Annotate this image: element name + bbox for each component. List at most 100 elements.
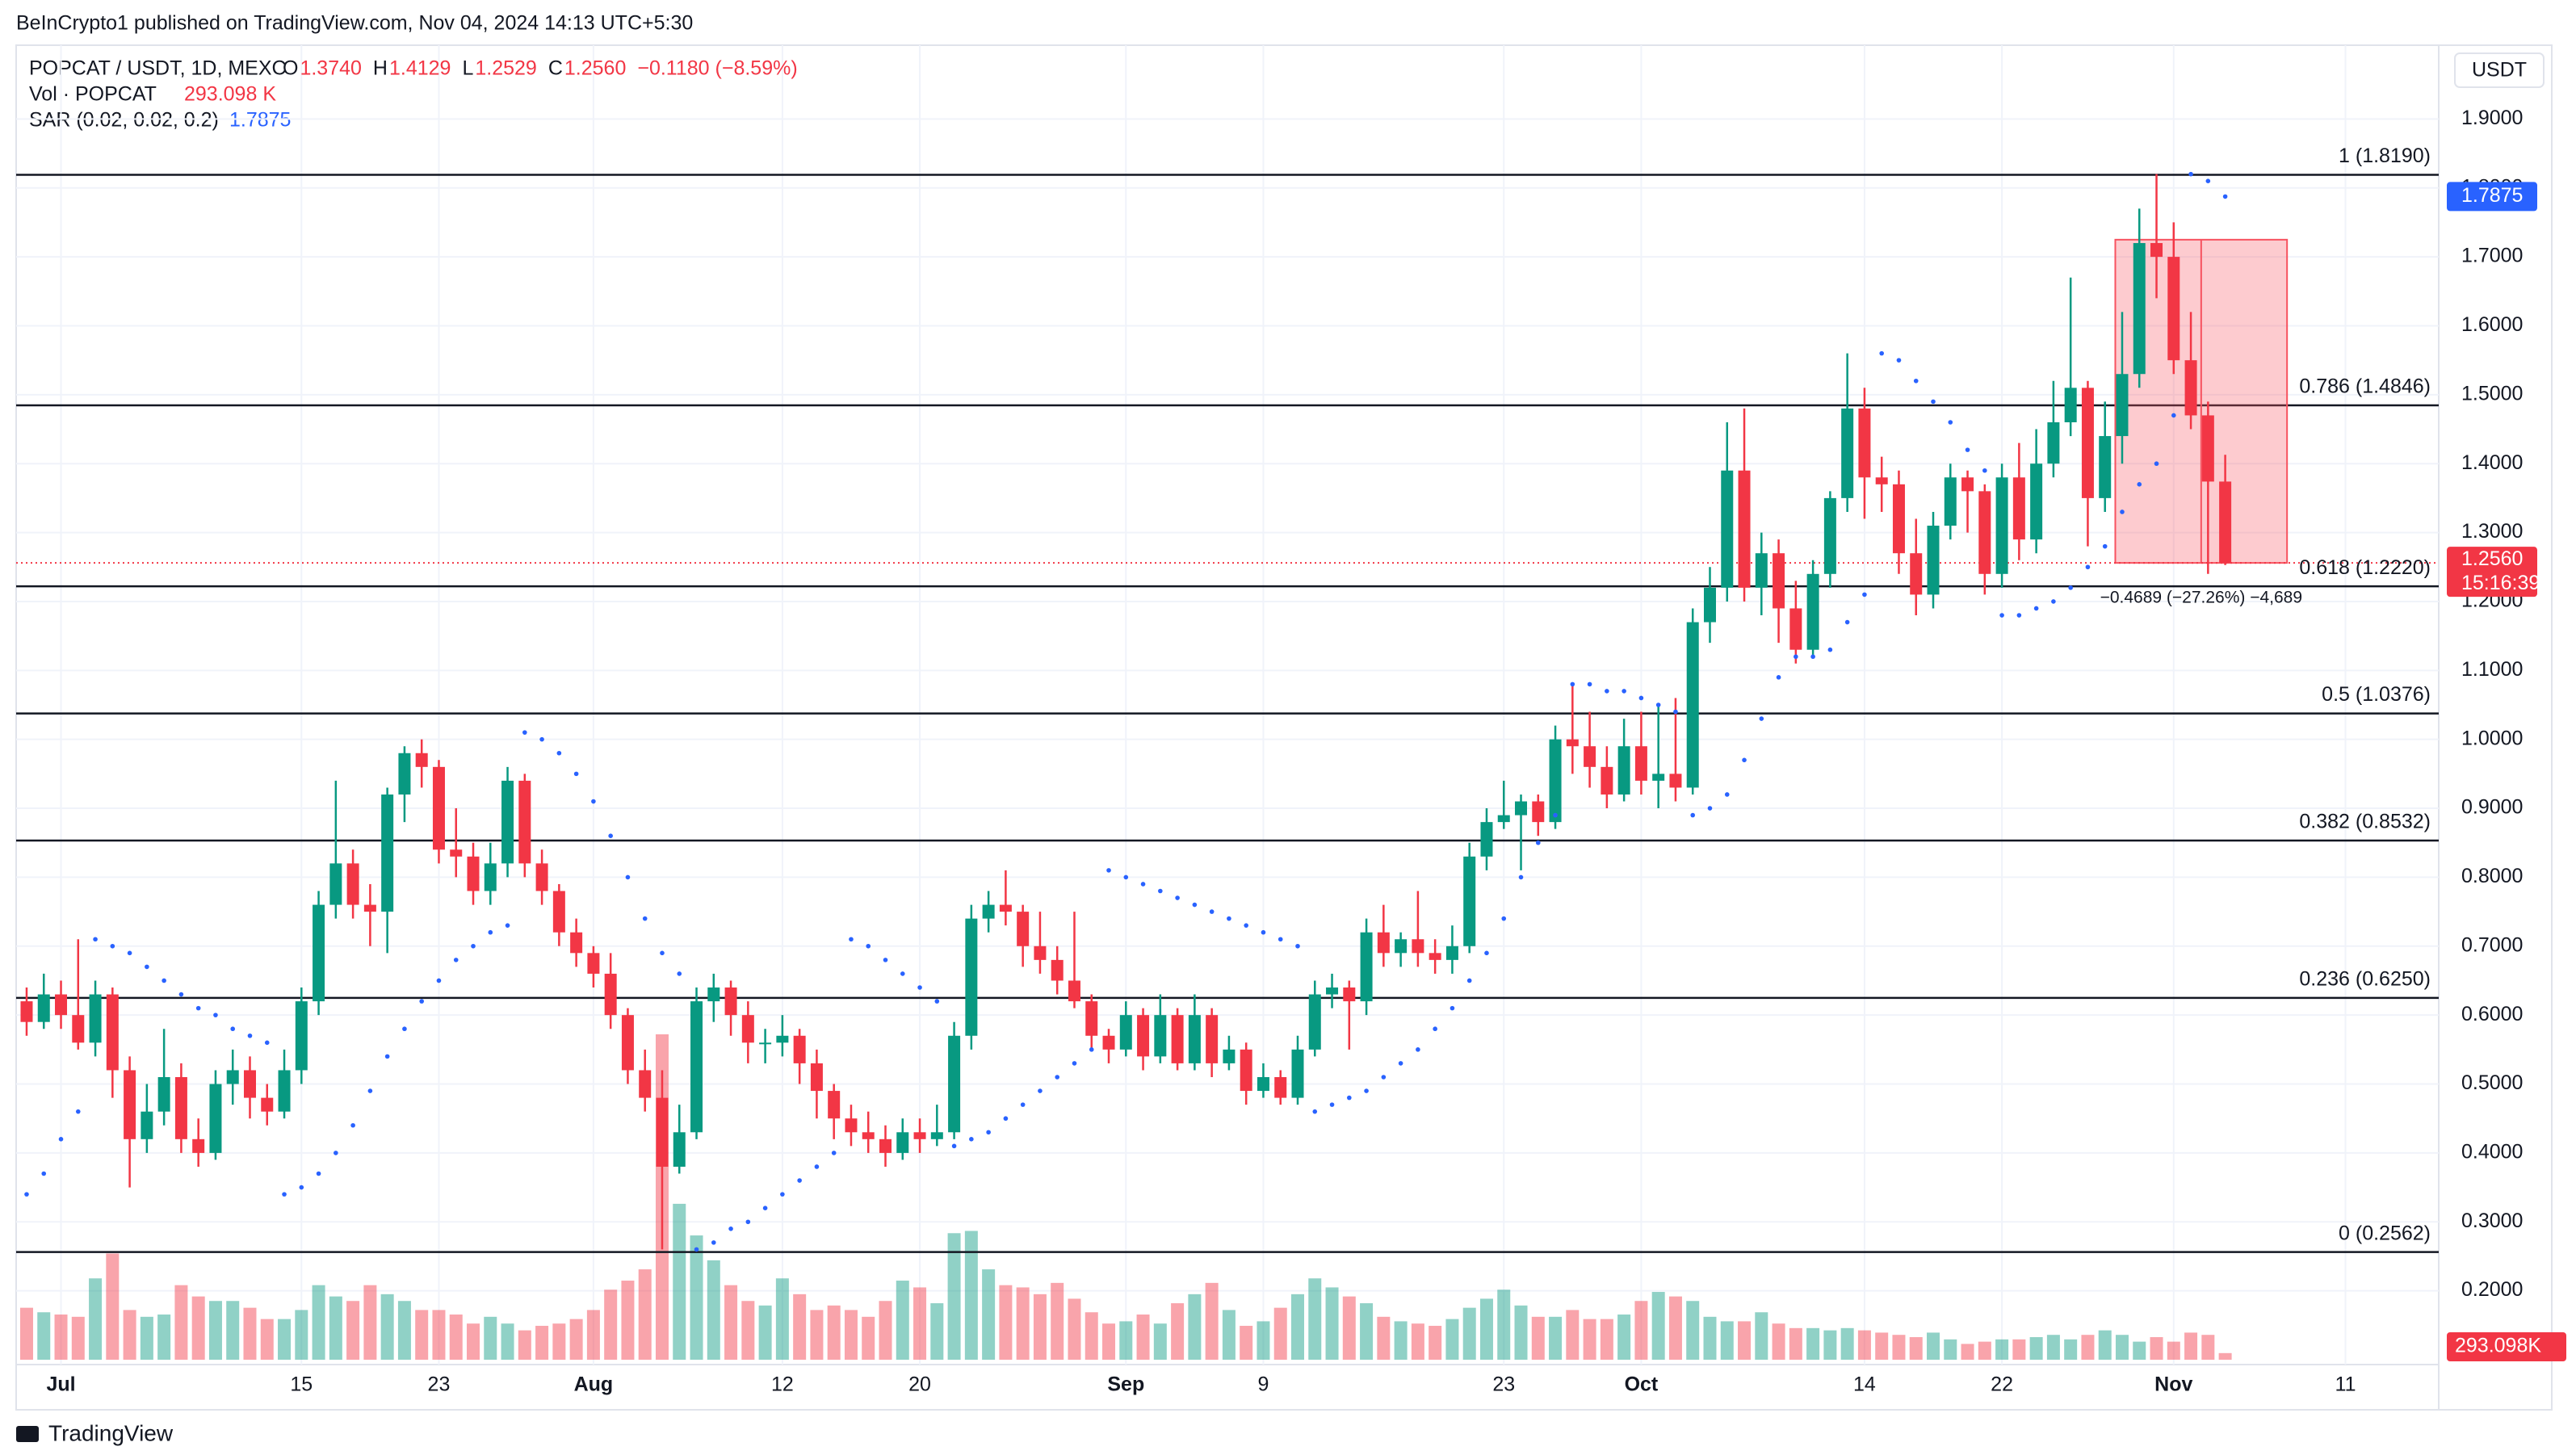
x-tick-label: 23 bbox=[428, 1373, 451, 1396]
y-tick-label: 0.7000 bbox=[2461, 933, 2523, 956]
volume-bar bbox=[1600, 1319, 1613, 1360]
fib-label: 0.5 (1.0376) bbox=[2322, 683, 2431, 706]
ohlc-value: 1.4129 bbox=[389, 57, 451, 80]
candle-body bbox=[1858, 408, 1871, 478]
candle-body bbox=[982, 904, 995, 919]
fib-label: 0.618 (1.2220) bbox=[2299, 556, 2431, 579]
sar-dot bbox=[505, 923, 510, 928]
sar-dot bbox=[728, 1226, 733, 1231]
candle-body bbox=[2150, 243, 2163, 258]
candle-body bbox=[1171, 1015, 1184, 1063]
sar-dot bbox=[883, 958, 888, 962]
candle-body bbox=[157, 1076, 170, 1112]
sar-dot bbox=[1106, 868, 1111, 873]
y-tick-label: 0.4000 bbox=[2461, 1141, 2523, 1164]
volume-bar bbox=[707, 1260, 720, 1360]
volume-bar bbox=[1308, 1278, 1322, 1360]
sar-dot bbox=[1982, 468, 1987, 473]
candle-body bbox=[2047, 421, 2060, 464]
y-tick-label: 0.9000 bbox=[2461, 796, 2523, 819]
candle-body bbox=[690, 1001, 703, 1133]
currency[interactable]: USDT bbox=[2472, 59, 2527, 82]
candle-body bbox=[1773, 553, 1785, 609]
volume-bar bbox=[913, 1287, 927, 1360]
sar-dot bbox=[2154, 461, 2159, 467]
volume-bar bbox=[1668, 1296, 1682, 1360]
sar-dot bbox=[1227, 916, 1231, 921]
candle-body bbox=[1652, 774, 1665, 781]
candle-body bbox=[1291, 1049, 1304, 1098]
x-tick-label: 20 bbox=[908, 1373, 931, 1396]
currency-box[interactable] bbox=[2454, 52, 2545, 88]
volume-bar bbox=[1102, 1323, 1116, 1360]
sar-dot bbox=[1072, 1061, 1077, 1066]
candle-body bbox=[329, 863, 342, 905]
candle-body bbox=[106, 994, 119, 1071]
volume-bar bbox=[844, 1310, 858, 1360]
sar-dot bbox=[93, 937, 98, 942]
candle-body bbox=[1875, 477, 1888, 484]
volume-bar bbox=[432, 1310, 446, 1360]
volume-bar bbox=[1583, 1319, 1596, 1360]
volume-bar bbox=[1360, 1303, 1374, 1360]
sar-dot bbox=[145, 964, 149, 970]
volume-bar bbox=[518, 1330, 531, 1360]
candle-body bbox=[1119, 1015, 1132, 1050]
sar-legend-value: 1.7875 bbox=[229, 109, 291, 132]
volume-bar bbox=[1033, 1294, 1047, 1360]
sar-dot bbox=[1776, 675, 1781, 680]
candle-body bbox=[965, 918, 978, 1036]
volume-bar bbox=[930, 1303, 944, 1360]
candle-body bbox=[1429, 953, 1441, 960]
sar-dot bbox=[1089, 1047, 1094, 1052]
candle-body bbox=[1240, 1049, 1252, 1092]
sar-dot bbox=[986, 1130, 991, 1135]
volume-bar bbox=[37, 1312, 51, 1360]
volume-bar bbox=[106, 1253, 120, 1360]
candle-body bbox=[415, 753, 428, 767]
candle-body bbox=[2064, 388, 2077, 422]
y-tick-label: 1.0000 bbox=[2461, 727, 2523, 749]
volume-bar bbox=[174, 1285, 188, 1360]
volume-bar bbox=[638, 1269, 652, 1360]
volume-bar bbox=[964, 1231, 978, 1360]
volume-bar bbox=[1703, 1316, 1717, 1360]
volume-bar bbox=[1377, 1316, 1391, 1360]
volume-bar bbox=[724, 1285, 738, 1360]
candle-body bbox=[1686, 622, 1699, 788]
candle-body bbox=[724, 987, 737, 1016]
y-tick-label: 0.3000 bbox=[2461, 1210, 2523, 1232]
candle-body bbox=[913, 1132, 926, 1139]
fib-label: 0.786 (1.4846) bbox=[2299, 375, 2431, 398]
sar-legend-name: SAR (0.02, 0.02, 0.2) bbox=[29, 109, 219, 132]
sar-dot bbox=[694, 1247, 699, 1252]
sar-dot bbox=[831, 1151, 837, 1155]
volume-bar bbox=[295, 1310, 308, 1360]
volume-bar bbox=[449, 1315, 463, 1360]
candle-body bbox=[1274, 1076, 1287, 1098]
sar-dot bbox=[1844, 619, 1850, 625]
x-tick-label: 22 bbox=[1991, 1373, 2013, 1396]
candle-body bbox=[398, 753, 411, 795]
sar-dot bbox=[1158, 888, 1163, 894]
sar-dot bbox=[1896, 358, 1902, 363]
candle-body bbox=[1154, 1015, 1167, 1057]
candle-body bbox=[639, 1070, 652, 1098]
candle-body bbox=[1051, 959, 1064, 981]
sar-dot bbox=[625, 874, 631, 880]
volume-bar bbox=[1566, 1310, 1580, 1360]
sar-dot bbox=[2102, 543, 2108, 549]
publisher-line: BeInCrypto1 published on TradingView.com… bbox=[16, 12, 693, 35]
candle-body bbox=[243, 1070, 256, 1098]
volume-bar bbox=[1394, 1321, 1408, 1360]
sar-dot bbox=[1192, 902, 1198, 908]
volume-bar bbox=[2201, 1335, 2215, 1360]
sar-dot bbox=[900, 971, 905, 976]
candle-body bbox=[346, 863, 359, 905]
volume-bar bbox=[1411, 1323, 1424, 1360]
sar-dot bbox=[711, 1240, 716, 1245]
measure-label: −0.4689 (−27.26%) −4,689 bbox=[2100, 589, 2302, 607]
volume-bar bbox=[54, 1315, 68, 1360]
volume-badge-label: 293.098K bbox=[2455, 1335, 2541, 1357]
